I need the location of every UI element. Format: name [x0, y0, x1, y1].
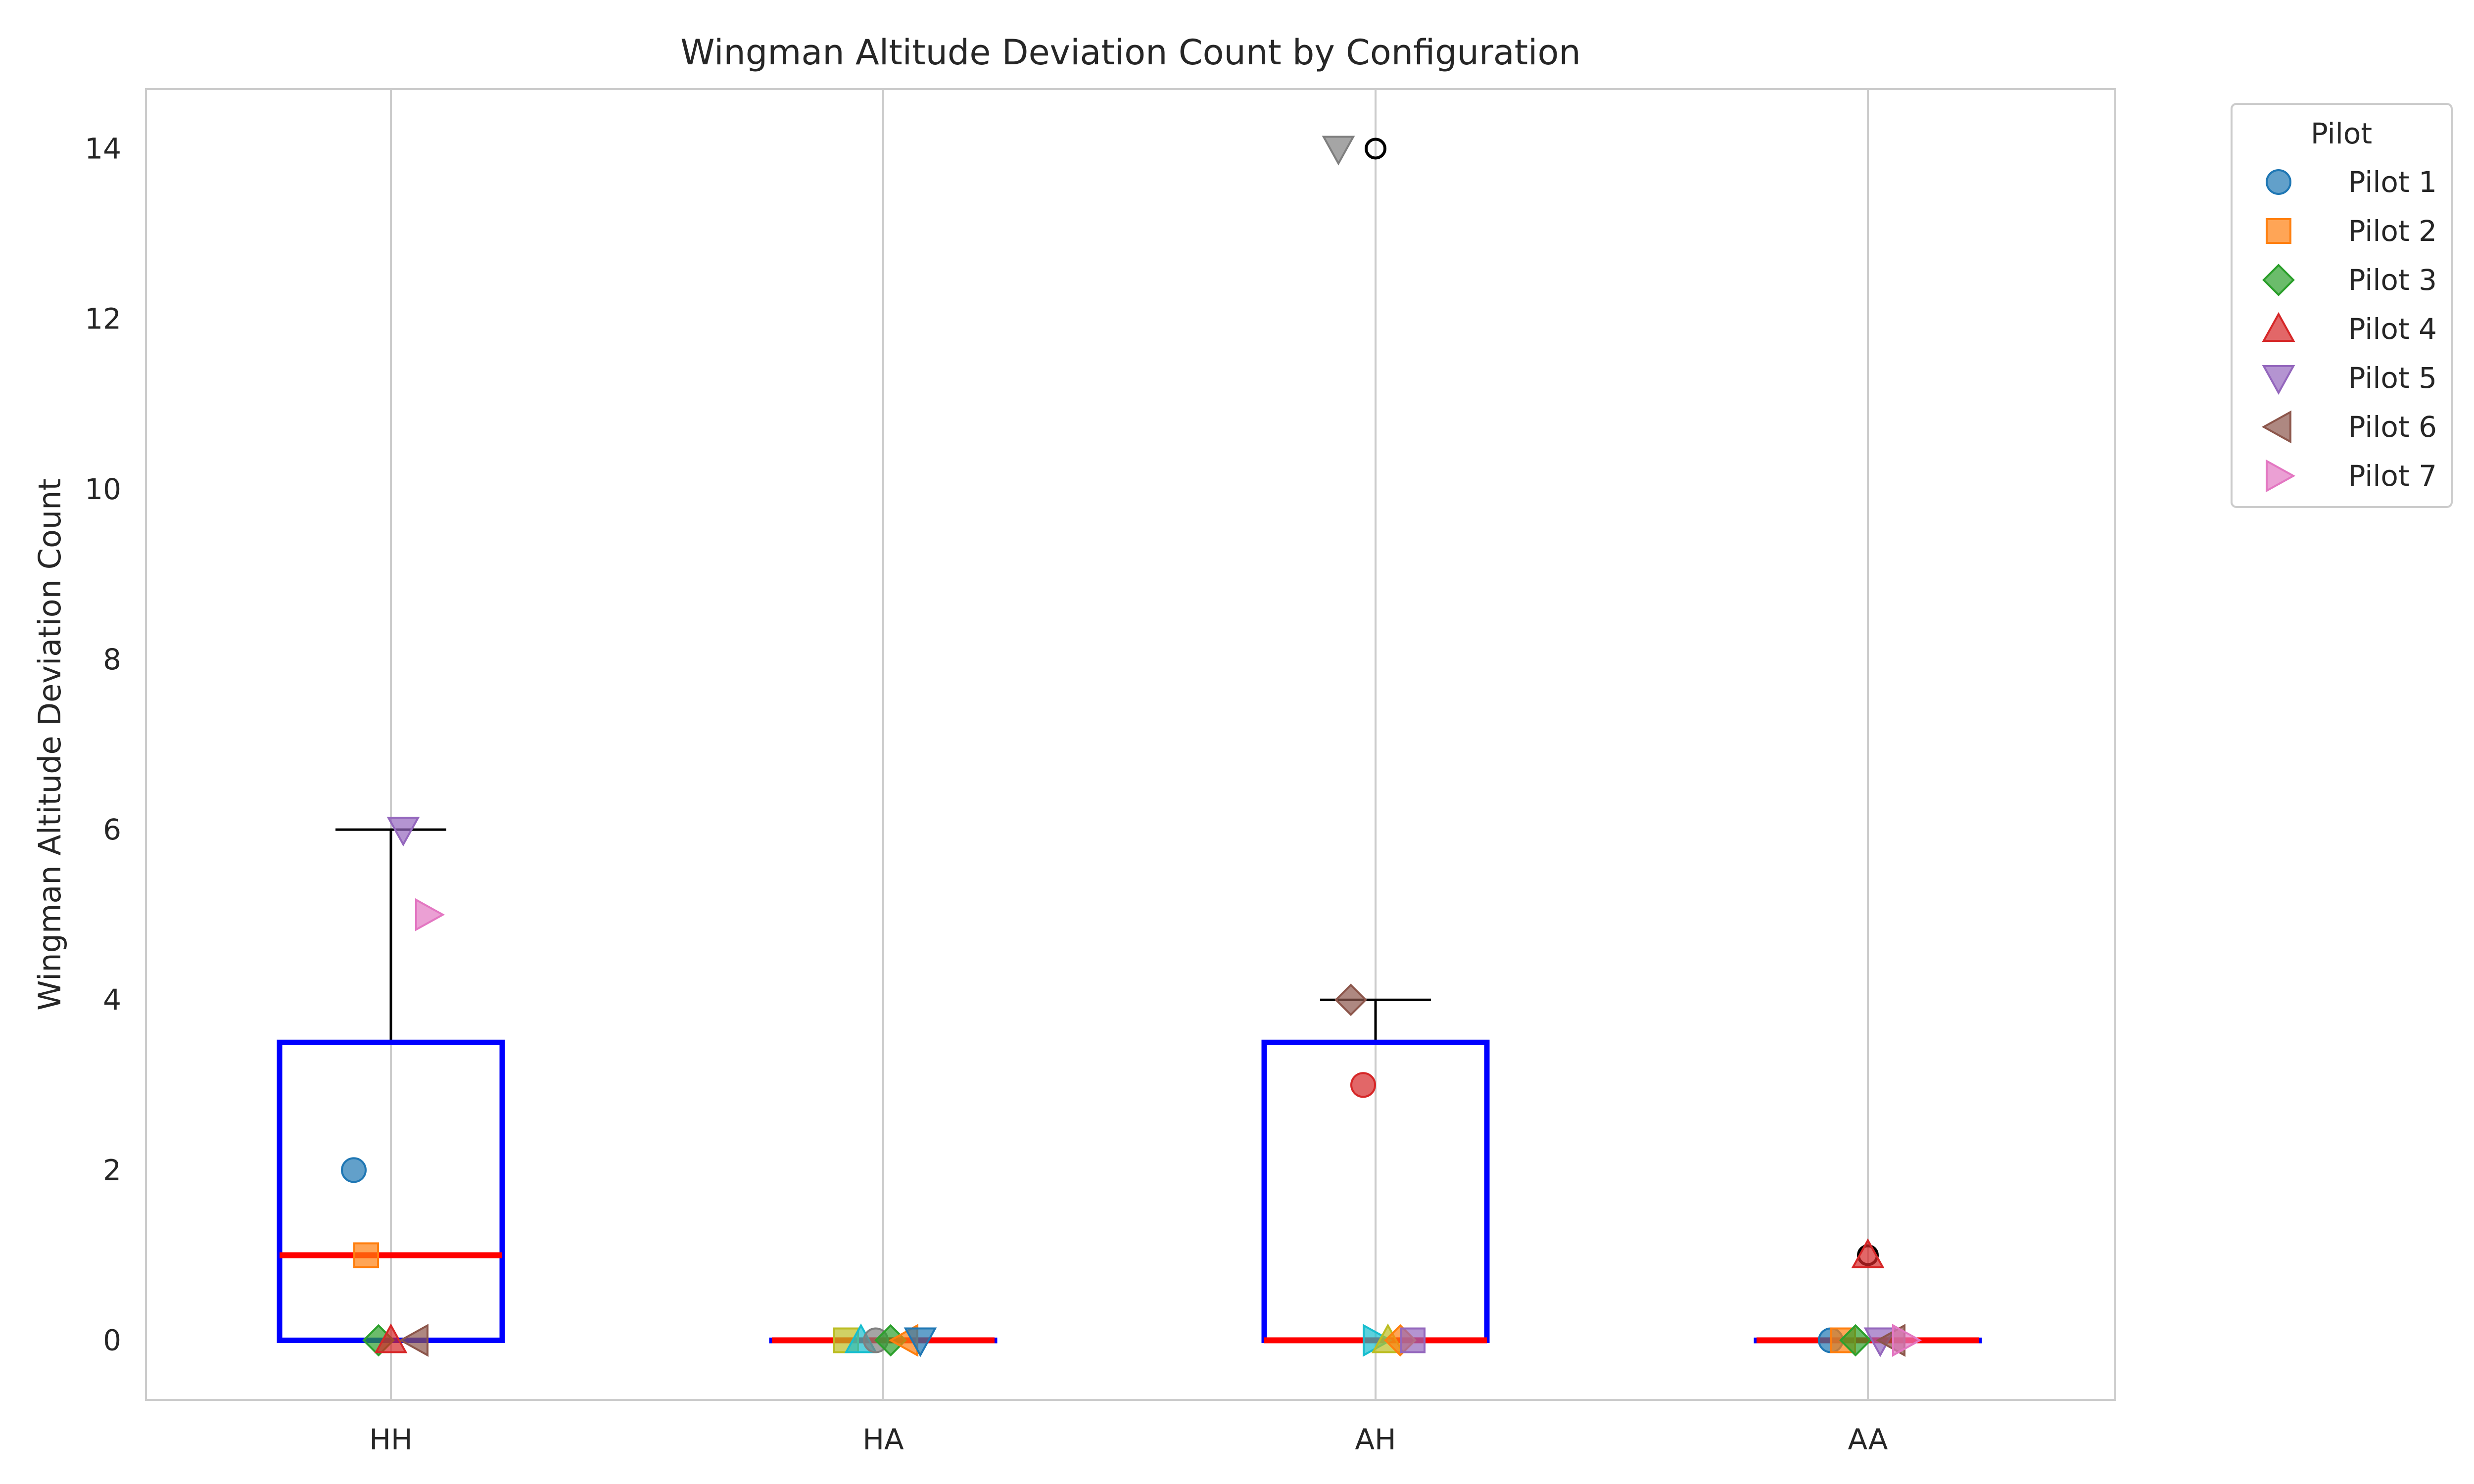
point-layer [341, 136, 1922, 1357]
data-point [374, 1323, 408, 1353]
y-axis-label: Wingman Altitude Deviation Count [32, 478, 68, 1011]
data-point [1839, 1324, 1872, 1357]
legend-label: Pilot 3 [2348, 263, 2437, 297]
x-tick-label: HA [862, 1423, 904, 1456]
data-point [415, 898, 445, 931]
data-point [1322, 136, 1355, 166]
legend-marker [2261, 410, 2291, 444]
grid-layer [390, 89, 1869, 1400]
legend-label: Pilot 6 [2348, 410, 2437, 444]
legend-marker [2262, 312, 2295, 342]
data-point [1334, 983, 1367, 1017]
legend-entry: Pilot 2 [2266, 214, 2437, 248]
legend-entry: Pilot 1 [2266, 165, 2437, 199]
data-point [398, 1324, 428, 1357]
legend-entry: Pilot 3 [2262, 263, 2437, 297]
legend-entry: Pilot 4 [2262, 312, 2437, 346]
y-tick-label: 10 [85, 472, 121, 506]
chart-title: Wingman Altitude Deviation Count by Conf… [680, 32, 1580, 73]
y-tick-label: 6 [103, 813, 121, 846]
y-tick-label: 2 [103, 1153, 121, 1187]
data-point [1892, 1324, 1922, 1357]
plot-frame [145, 88, 2116, 1401]
legend-label: Pilot 7 [2348, 459, 2437, 493]
legend-entries: Pilot 1 Pilot 2 Pilot 3 Pilot 4 Pilot 5 Pilot… [2261, 165, 2437, 493]
tick-layer: 0 2 4 6 8 10 12 14 HH HA AH AA [85, 132, 1888, 1456]
legend-marker [2266, 169, 2291, 195]
legend-label: Pilot 2 [2348, 214, 2437, 248]
legend-label: Pilot 1 [2348, 165, 2437, 199]
legend-marker [2262, 365, 2295, 395]
data-point [1400, 1327, 1426, 1353]
data-point [904, 1327, 937, 1357]
x-tick-label: HH [369, 1423, 412, 1456]
legend-marker [2266, 218, 2291, 244]
y-tick-label: 14 [85, 132, 121, 165]
legend-title: Pilot [2311, 117, 2372, 150]
legend-entry: Pilot 6 [2261, 410, 2437, 444]
legend-entry: Pilot 7 [2266, 459, 2437, 493]
legend-label: Pilot 4 [2348, 312, 2437, 346]
y-tick-label: 12 [85, 302, 121, 336]
x-tick-label: AH [1355, 1423, 1396, 1456]
legend-entry: Pilot 5 [2262, 361, 2437, 395]
y-tick-label: 0 [103, 1324, 121, 1357]
legend-marker [2262, 264, 2295, 296]
outlier-point [1365, 138, 1386, 160]
data-point [1350, 1072, 1376, 1098]
y-tick-label: 8 [103, 643, 121, 676]
legend-frame [2231, 103, 2453, 508]
data-point [386, 817, 420, 847]
data-point [341, 1157, 367, 1183]
legend-label: Pilot 5 [2348, 361, 2437, 395]
data-point [1851, 1238, 1885, 1268]
y-tick-label: 4 [103, 983, 121, 1017]
x-tick-label: AA [1848, 1423, 1888, 1456]
legend-marker [2266, 459, 2296, 493]
data-point [353, 1242, 379, 1268]
